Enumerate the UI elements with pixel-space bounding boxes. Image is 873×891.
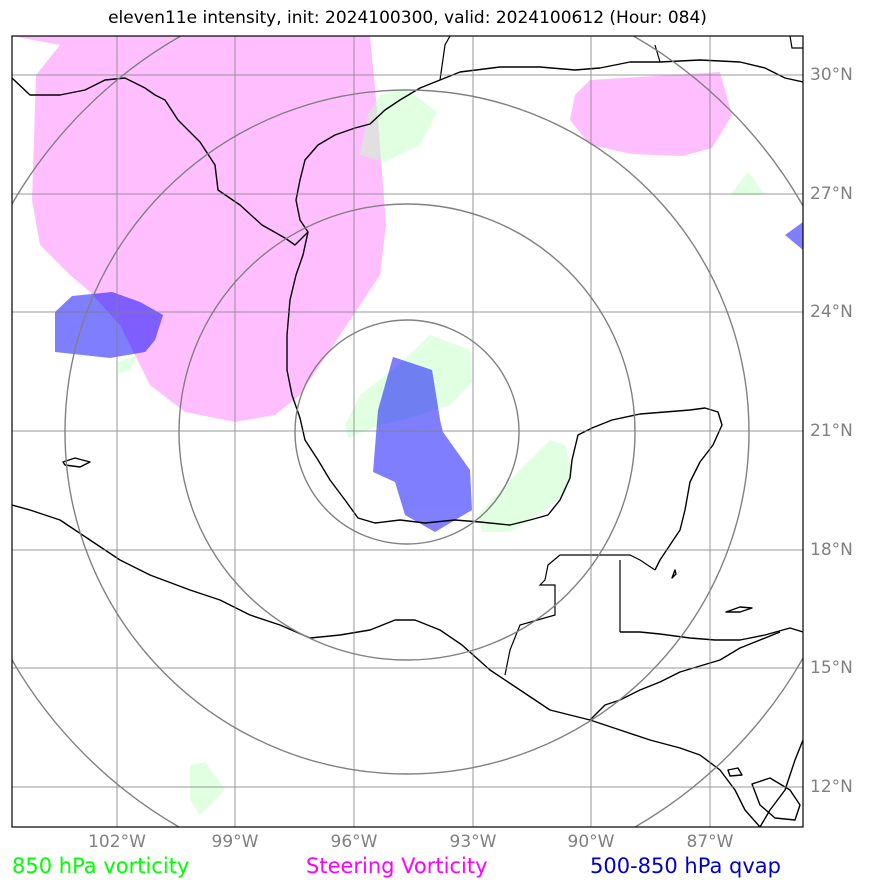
lon-tick-label: 93°W	[449, 832, 497, 852]
lon-tick-label: 102°W	[88, 832, 146, 852]
lat-tick-label: 12°N	[810, 777, 853, 797]
range-ring-3	[64, 89, 750, 775]
plot-title: eleven11e intensity, init: 2024100300, v…	[108, 8, 707, 28]
gridlines	[12, 36, 803, 827]
lon-tick-label: 87°W	[686, 832, 734, 852]
coastlines	[12, 59, 803, 827]
range-ring-1	[294, 319, 520, 545]
steering-vorticity-field	[12, 36, 732, 422]
legend-850-vorticity: 850 hPa vorticity	[12, 854, 190, 878]
lat-tick-label: 24°N	[810, 302, 853, 322]
lon-tick-label: 96°W	[330, 832, 378, 852]
map-frame	[11, 35, 804, 828]
range-ring-2	[178, 203, 636, 661]
legend-qvap: 500-850 hPa qvap	[590, 854, 781, 878]
borders	[439, 36, 803, 676]
legend-steering-vorticity: Steering Vorticity	[306, 854, 488, 878]
lon-tick-label: 99°W	[211, 832, 259, 852]
qvap-field	[55, 222, 803, 532]
lon-tick-label: 90°W	[567, 832, 615, 852]
lat-tick-label: 27°N	[810, 184, 853, 204]
lat-tick-label: 18°N	[810, 540, 853, 560]
lat-tick-label: 30°N	[810, 65, 853, 85]
lat-tick-label: 15°N	[810, 658, 853, 678]
lat-tick-label: 21°N	[810, 421, 853, 441]
